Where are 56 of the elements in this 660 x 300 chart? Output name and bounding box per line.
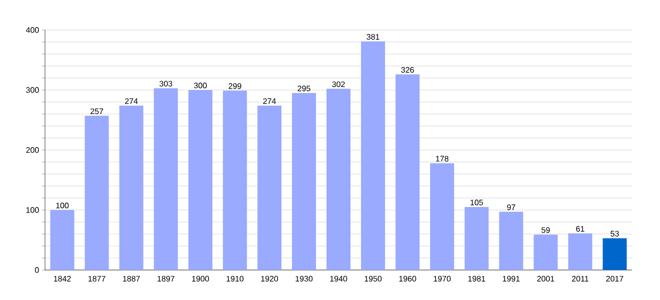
x-tick-label: 2001: [537, 276, 554, 282]
data-label: 100: [56, 202, 69, 208]
data-label: 381: [366, 34, 380, 40]
x-tick-label: 1910: [226, 276, 244, 282]
data-label: 59: [542, 227, 550, 233]
bar: [602, 238, 627, 270]
x-tick-label: 1900: [192, 276, 209, 282]
x-tick-label: 2017: [606, 276, 624, 282]
bar: [50, 210, 74, 270]
bar: [464, 207, 489, 270]
bar: [361, 41, 386, 270]
x-tick-label: 1960: [399, 276, 416, 282]
y-tick-label: 300: [26, 87, 39, 93]
bar: [568, 233, 592, 270]
bar: [188, 90, 212, 270]
data-label: 299: [228, 83, 242, 89]
data-label: 300: [194, 82, 207, 88]
data-label: 295: [298, 86, 310, 92]
x-tick-label: 1940: [330, 276, 348, 282]
data-label: 178: [436, 156, 448, 162]
x-tick-label: 1950: [364, 276, 382, 282]
data-label: 97: [507, 204, 516, 210]
data-label: 53: [610, 230, 619, 236]
bar: [119, 106, 144, 270]
x-tick-label: 1842: [54, 276, 71, 282]
bar: [222, 90, 247, 270]
data-label: 302: [332, 81, 345, 88]
x-tick-label: 1920: [261, 276, 278, 282]
bar: [292, 93, 316, 270]
x-tick-label: 1930: [296, 276, 313, 282]
y-tick-label: 100: [26, 207, 39, 213]
x-tick-label: 1970: [434, 276, 451, 282]
data-label: 274: [125, 98, 138, 104]
x-tick-label: 1991: [502, 276, 520, 282]
x-tick-label: 2011: [572, 276, 588, 282]
y-tick-label: 200: [26, 147, 39, 153]
x-tick-label: 1887: [123, 276, 140, 282]
bar: [84, 116, 109, 270]
bar: [534, 234, 558, 270]
x-tick-label: 1897: [158, 276, 174, 282]
data-label: 326: [401, 67, 414, 73]
data-label: 257: [90, 108, 104, 114]
bar: [396, 74, 420, 270]
data-label: 61: [576, 226, 584, 232]
bar: [430, 163, 454, 270]
y-tick-label: 0: [35, 267, 39, 273]
x-tick-label: 1981: [468, 276, 486, 282]
bar: [499, 212, 524, 270]
x-tick-label: 1877: [88, 276, 106, 282]
bar: [326, 88, 351, 270]
data-label: 303: [159, 80, 172, 86]
bar: [154, 88, 178, 270]
data-label: 105: [470, 200, 483, 206]
y-tick-label: 400: [26, 27, 39, 33]
data-label: 274: [263, 98, 276, 104]
bar: [257, 106, 282, 270]
